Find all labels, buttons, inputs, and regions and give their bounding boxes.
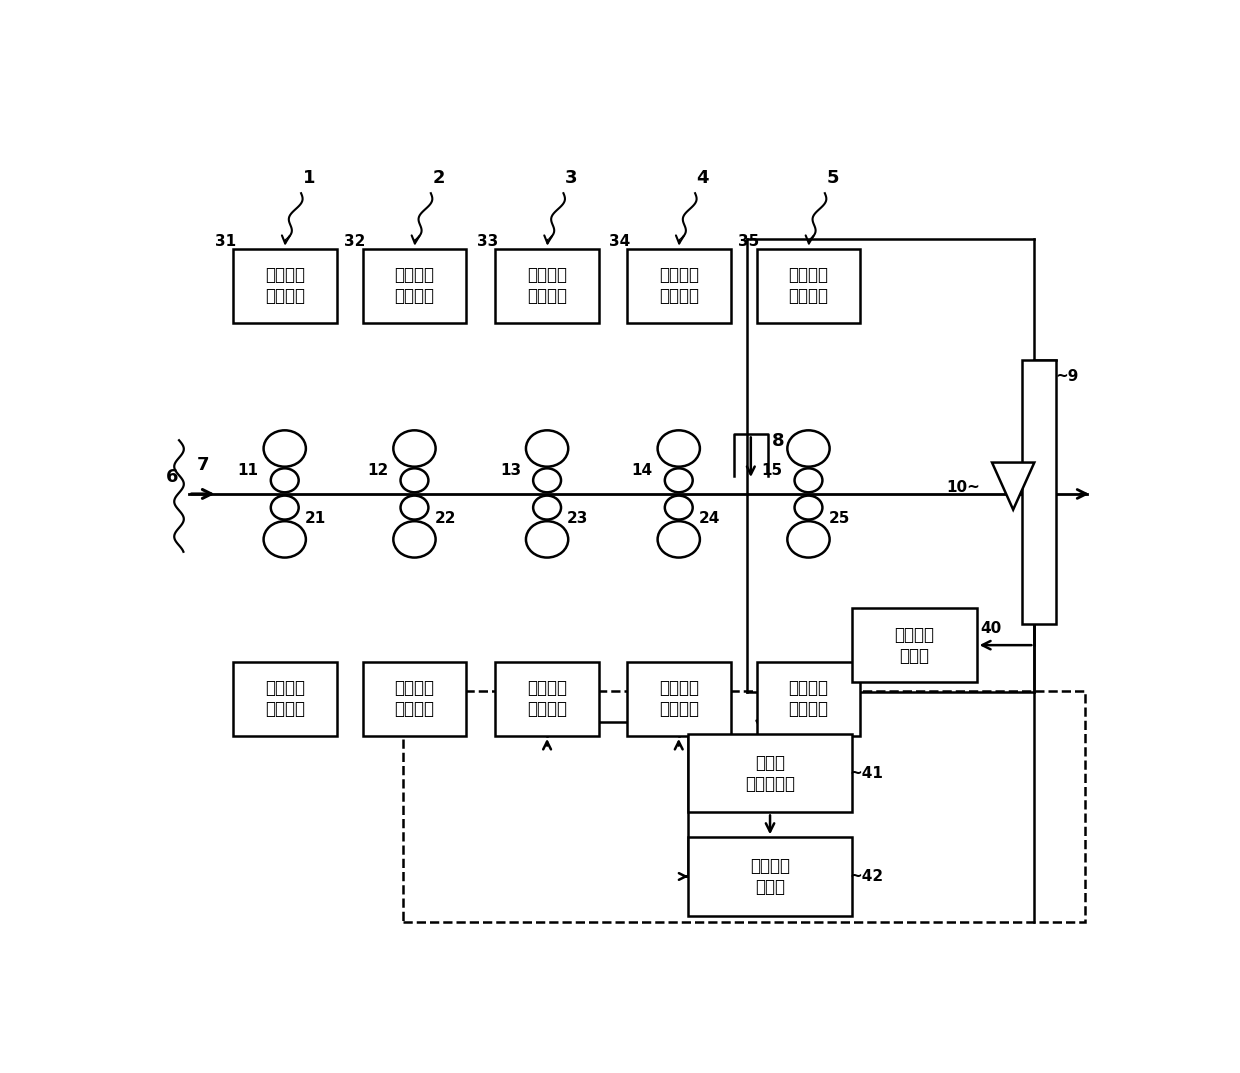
Text: 40: 40	[981, 621, 1002, 636]
Circle shape	[393, 521, 435, 558]
FancyBboxPatch shape	[233, 249, 336, 323]
Text: 6: 6	[166, 469, 179, 486]
Circle shape	[665, 468, 693, 493]
Circle shape	[657, 521, 699, 558]
Text: 8: 8	[771, 432, 784, 450]
Circle shape	[393, 430, 435, 467]
FancyBboxPatch shape	[495, 249, 599, 323]
Circle shape	[787, 521, 830, 558]
Text: 第四速度
控制装置: 第四速度 控制装置	[658, 679, 699, 718]
Text: 23: 23	[567, 511, 589, 526]
Text: ~42: ~42	[849, 869, 883, 884]
Circle shape	[270, 496, 299, 519]
Circle shape	[533, 468, 560, 493]
Text: 5: 5	[826, 170, 838, 188]
Text: 11: 11	[238, 464, 259, 479]
FancyBboxPatch shape	[233, 662, 336, 736]
FancyBboxPatch shape	[495, 662, 599, 736]
Text: 4: 4	[697, 170, 709, 188]
Text: 第三压下
控制装置: 第三压下 控制装置	[527, 266, 567, 305]
Text: 14: 14	[631, 464, 652, 479]
Text: 第三速度
控制装置: 第三速度 控制装置	[527, 679, 567, 718]
Circle shape	[795, 496, 822, 519]
Text: 10~: 10~	[946, 480, 980, 495]
FancyBboxPatch shape	[688, 734, 852, 812]
FancyBboxPatch shape	[756, 249, 861, 323]
FancyBboxPatch shape	[362, 662, 466, 736]
Circle shape	[665, 496, 693, 519]
Circle shape	[795, 468, 822, 493]
Text: 质量流
板厚计算部: 质量流 板厚计算部	[745, 754, 795, 793]
Circle shape	[270, 468, 299, 493]
Text: 3: 3	[565, 170, 578, 188]
Circle shape	[787, 430, 830, 467]
Text: 1: 1	[303, 170, 315, 188]
Circle shape	[657, 430, 699, 467]
Circle shape	[526, 430, 568, 467]
Text: 33: 33	[477, 235, 498, 249]
Text: ~9: ~9	[1055, 369, 1079, 384]
Text: 13: 13	[500, 464, 521, 479]
FancyBboxPatch shape	[1022, 361, 1056, 624]
Text: 2: 2	[433, 170, 445, 188]
Text: 24: 24	[699, 511, 720, 526]
Text: 32: 32	[345, 235, 366, 249]
Circle shape	[526, 521, 568, 558]
Text: 35: 35	[738, 235, 760, 249]
Text: 第二板厚
控制部: 第二板厚 控制部	[750, 857, 790, 896]
Text: 34: 34	[609, 235, 630, 249]
Text: 25: 25	[828, 511, 849, 526]
Text: 21: 21	[305, 511, 326, 526]
Text: 第一板厚
控制部: 第一板厚 控制部	[894, 626, 934, 664]
Text: 7: 7	[197, 456, 210, 474]
Polygon shape	[992, 462, 1034, 510]
Text: 第一速度
控制装置: 第一速度 控制装置	[264, 679, 305, 718]
FancyBboxPatch shape	[627, 662, 730, 736]
Text: 第二速度
控制装置: 第二速度 控制装置	[394, 679, 434, 718]
Circle shape	[533, 496, 560, 519]
Text: 第一压下
控制装置: 第一压下 控制装置	[264, 266, 305, 305]
FancyBboxPatch shape	[756, 662, 861, 736]
Text: 12: 12	[367, 464, 388, 479]
FancyBboxPatch shape	[362, 249, 466, 323]
Text: 22: 22	[434, 511, 456, 526]
FancyBboxPatch shape	[688, 837, 852, 915]
Text: 31: 31	[215, 235, 236, 249]
Text: 第二压下
控制装置: 第二压下 控制装置	[394, 266, 434, 305]
Text: 第五速度
控制装置: 第五速度 控制装置	[789, 679, 828, 718]
Text: 第四压下
控制装置: 第四压下 控制装置	[658, 266, 699, 305]
FancyBboxPatch shape	[627, 249, 730, 323]
Text: 15: 15	[761, 464, 782, 479]
Circle shape	[401, 496, 428, 519]
Circle shape	[401, 468, 428, 493]
Text: 第五压下
控制装置: 第五压下 控制装置	[789, 266, 828, 305]
Text: ~41: ~41	[849, 766, 883, 781]
Circle shape	[264, 521, 306, 558]
Circle shape	[264, 430, 306, 467]
FancyBboxPatch shape	[852, 608, 977, 682]
